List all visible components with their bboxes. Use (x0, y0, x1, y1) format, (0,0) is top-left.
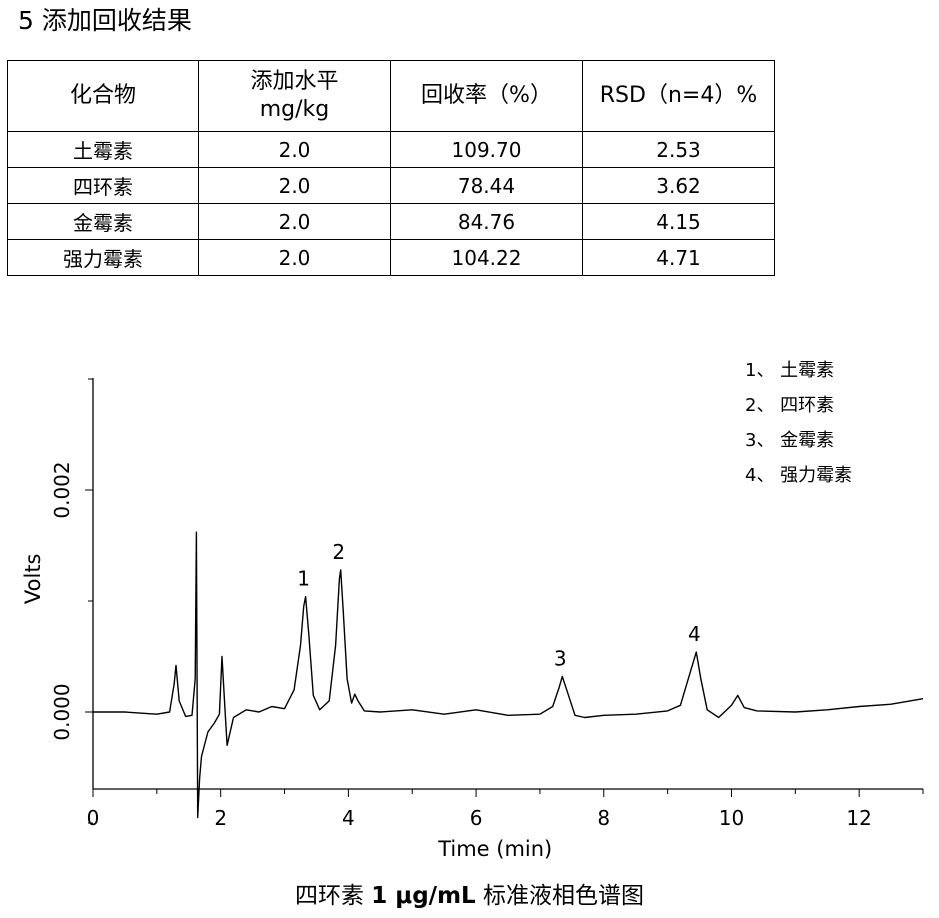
cell-rsd: 4.15 (582, 203, 775, 240)
legend-entry: 3、 金霉素 (745, 430, 834, 451)
section-heading: 5 添加回收结果 (18, 6, 192, 35)
table-header-row: 化合物 添加水平 mg/kg 回收率（%） RSD（n=4）% (7, 60, 775, 132)
x-tick-label: 12 (846, 806, 871, 830)
peak-label: 3 (554, 646, 567, 670)
cell-compound: 土霉素 (7, 131, 199, 168)
cell-level: 2.0 (198, 131, 391, 168)
recovery-results-table: 化合物 添加水平 mg/kg 回收率（%） RSD（n=4）% 土霉素 2.0 … (7, 60, 775, 276)
table-row: 强力霉素 2.0 104.22 4.71 (7, 239, 775, 276)
x-axis-label: Time (min) (437, 837, 552, 861)
figure-caption: 四环素 1 μg/mL 标准液相色谱图 (0, 876, 939, 910)
legend-entry: 1、 土霉素 (745, 360, 834, 381)
x-tick-label: 4 (342, 806, 355, 830)
cell-rsd: 2.53 (582, 131, 775, 168)
cell-compound: 强力霉素 (7, 239, 199, 276)
cell-level: 2.0 (198, 167, 391, 204)
cell-compound: 四环素 (7, 167, 199, 204)
y-tick-label: 0.000 (50, 683, 74, 740)
caption-suffix: 标准液相色谱图 (475, 883, 645, 909)
x-tick-label: 2 (214, 806, 227, 830)
x-tick-label: 0 (87, 806, 100, 830)
cell-rsd: 4.71 (582, 239, 775, 276)
y-tick-label: 0.002 (50, 461, 74, 518)
chromatogram-trace (93, 531, 924, 819)
cell-level: 2.0 (198, 239, 391, 276)
legend-entry: 4、 强力霉素 (745, 465, 852, 486)
x-tick-label: 6 (470, 806, 483, 830)
x-tick-label: 8 (597, 806, 610, 830)
x-tick-label: 10 (719, 806, 744, 830)
header-compound: 化合物 (7, 60, 199, 132)
legend-entry: 2、 四环素 (745, 395, 834, 416)
peak-label: 2 (332, 540, 345, 564)
peak-label: 1 (297, 567, 310, 591)
peak-label: 4 (688, 622, 701, 646)
caption-concentration: 1 μg/mL (371, 883, 476, 909)
cell-recovery: 78.44 (390, 167, 583, 204)
caption-prefix: 四环素 (294, 883, 372, 909)
table-row: 土霉素 2.0 109.70 2.53 (7, 131, 775, 168)
y-axis-label: Volts (21, 554, 45, 605)
header-recovery: 回收率（%） (390, 60, 583, 132)
